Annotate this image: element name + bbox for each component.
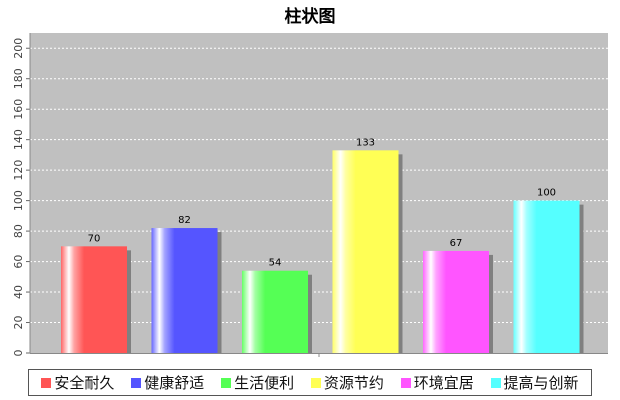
chart-title: 柱状图 bbox=[284, 7, 336, 27]
legend-item: 生活便利 bbox=[221, 372, 294, 393]
y-tick-label: 120 bbox=[12, 160, 25, 181]
grid-lines bbox=[30, 47, 608, 324]
y-tick-label: 0 bbox=[12, 350, 25, 357]
data-labels: 70 82 54 133 67 100 bbox=[88, 137, 556, 268]
data-label: 82 bbox=[178, 215, 191, 226]
legend-label: 安全耐久 bbox=[54, 374, 115, 392]
bar bbox=[242, 270, 308, 353]
legend-swatch bbox=[490, 377, 501, 388]
legend-swatch bbox=[41, 377, 52, 388]
legend-label: 生活便利 bbox=[234, 374, 295, 392]
data-label: 100 bbox=[537, 188, 556, 199]
bar bbox=[332, 150, 399, 353]
legend-item: 健康舒适 bbox=[131, 372, 204, 393]
y-tick-label: 180 bbox=[12, 68, 25, 89]
legend-swatch bbox=[400, 377, 411, 388]
data-label: 133 bbox=[356, 137, 375, 148]
legend-swatch bbox=[131, 377, 142, 388]
y-tick-label: 20 bbox=[12, 316, 25, 330]
legend-label: 环境宜居 bbox=[413, 374, 474, 392]
legend: 安全耐久 健康舒适 生活便利 资源节约 环境宜居 提高与创新 bbox=[28, 369, 592, 396]
legend-label: 健康舒适 bbox=[144, 374, 205, 392]
y-tick-label: 140 bbox=[12, 129, 25, 150]
legend-label: 提高与创新 bbox=[503, 374, 579, 392]
bar bbox=[513, 200, 580, 353]
y-tick-label: 100 bbox=[12, 190, 25, 211]
data-label: 54 bbox=[269, 258, 282, 269]
legend-item: 环境宜居 bbox=[400, 372, 474, 393]
bar bbox=[423, 250, 489, 353]
bars bbox=[61, 150, 584, 353]
legend-label: 资源节约 bbox=[323, 374, 384, 392]
legend-item: 资源节约 bbox=[310, 372, 384, 393]
legend-item: 提高与创新 bbox=[490, 372, 579, 393]
legend-swatch bbox=[310, 377, 321, 388]
data-label: 70 bbox=[88, 233, 101, 244]
y-tick-label: 80 bbox=[12, 224, 25, 238]
y-tick-label: 40 bbox=[12, 285, 25, 299]
legend-item: 安全耐久 bbox=[41, 372, 114, 393]
data-label: 67 bbox=[450, 238, 463, 249]
bar bbox=[61, 246, 127, 353]
y-tick-label: 160 bbox=[12, 99, 25, 120]
axes: 0 20 40 60 80 100 120 140 160 180 200 bbox=[12, 33, 608, 357]
y-tick-label: 200 bbox=[12, 38, 25, 59]
bar bbox=[151, 228, 218, 353]
y-tick-label: 60 bbox=[12, 255, 25, 269]
legend-swatch bbox=[221, 377, 232, 388]
